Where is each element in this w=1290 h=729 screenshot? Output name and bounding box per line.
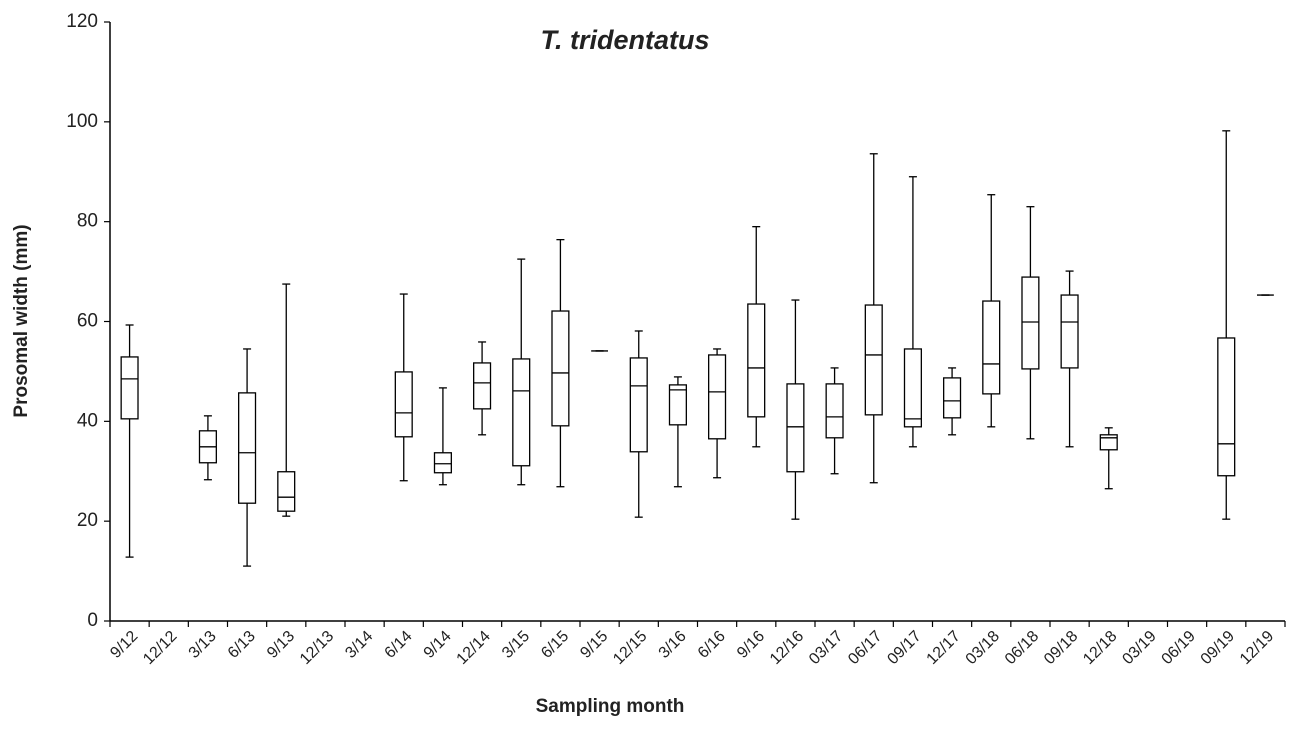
- box: [943, 377, 962, 419]
- x-tick-label: 12/16: [767, 628, 807, 668]
- box: [629, 357, 648, 453]
- x-tick-label: 12/18: [1080, 628, 1120, 668]
- box: [433, 452, 452, 474]
- x-tick-label: 12/13: [297, 628, 337, 668]
- x-tick-label: 12/14: [454, 628, 494, 668]
- x-tick-label: 12/17: [924, 628, 964, 668]
- y-tick-label: 20: [77, 510, 98, 531]
- box: [668, 384, 687, 426]
- x-tick-label: 09/18: [1041, 628, 1081, 668]
- x-tick-label: 03/18: [963, 628, 1003, 668]
- box: [1060, 294, 1079, 369]
- x-tick-label: 3/13: [186, 628, 220, 662]
- box: [903, 348, 922, 428]
- x-tick-label: 6/14: [382, 628, 416, 662]
- y-tick-label: 120: [66, 11, 98, 32]
- box: [277, 471, 296, 512]
- x-tick-label: 12/15: [610, 628, 650, 668]
- box: [786, 383, 805, 473]
- box: [551, 310, 570, 427]
- box: [1021, 276, 1040, 370]
- x-tick-label: 12/19: [1237, 628, 1277, 668]
- x-tick-label: 9/12: [107, 628, 141, 662]
- y-axis-label: Prosomal width (mm): [11, 224, 32, 417]
- y-tick-label: 40: [77, 410, 98, 431]
- y-tick-label: 0: [87, 610, 98, 631]
- x-tick-label: 06/17: [845, 628, 885, 668]
- x-tick-label: 06/19: [1159, 628, 1199, 668]
- x-tick-label: 6/16: [695, 628, 729, 662]
- box: [473, 362, 492, 410]
- box: [394, 371, 413, 438]
- y-tick-label: 80: [77, 211, 98, 232]
- x-tick-label: 6/13: [225, 628, 259, 662]
- x-axis-label: Sampling month: [536, 696, 685, 717]
- x-tick-label: 03/17: [806, 628, 846, 668]
- x-tick-label: 12/12: [140, 628, 180, 668]
- box: [1217, 337, 1236, 477]
- box: [708, 354, 727, 440]
- x-tick-label: 3/15: [499, 628, 533, 662]
- x-tick-label: 03/19: [1119, 628, 1159, 668]
- x-tick-label: 09/17: [884, 628, 924, 668]
- y-tick-label: 100: [66, 111, 98, 132]
- box: [982, 300, 1001, 395]
- x-tick-label: 9/15: [577, 628, 611, 662]
- y-tick-label: 60: [77, 311, 98, 332]
- x-tick-label: 06/18: [1002, 628, 1042, 668]
- x-tick-label: 3/16: [656, 628, 690, 662]
- x-tick-label: 9/13: [264, 628, 298, 662]
- x-tick-label: 9/14: [421, 628, 455, 662]
- box: [120, 356, 139, 420]
- x-tick-label: 9/16: [734, 628, 768, 662]
- box: [512, 358, 531, 467]
- box: [825, 383, 844, 439]
- x-tick-label: 09/19: [1198, 628, 1238, 668]
- box: [747, 303, 766, 418]
- x-tick-label: 6/15: [538, 628, 572, 662]
- box: [864, 304, 883, 416]
- box: [1099, 434, 1118, 451]
- box: [238, 392, 257, 504]
- chart-title: T. tridentatus: [540, 25, 709, 55]
- x-tick-label: 3/14: [342, 628, 376, 662]
